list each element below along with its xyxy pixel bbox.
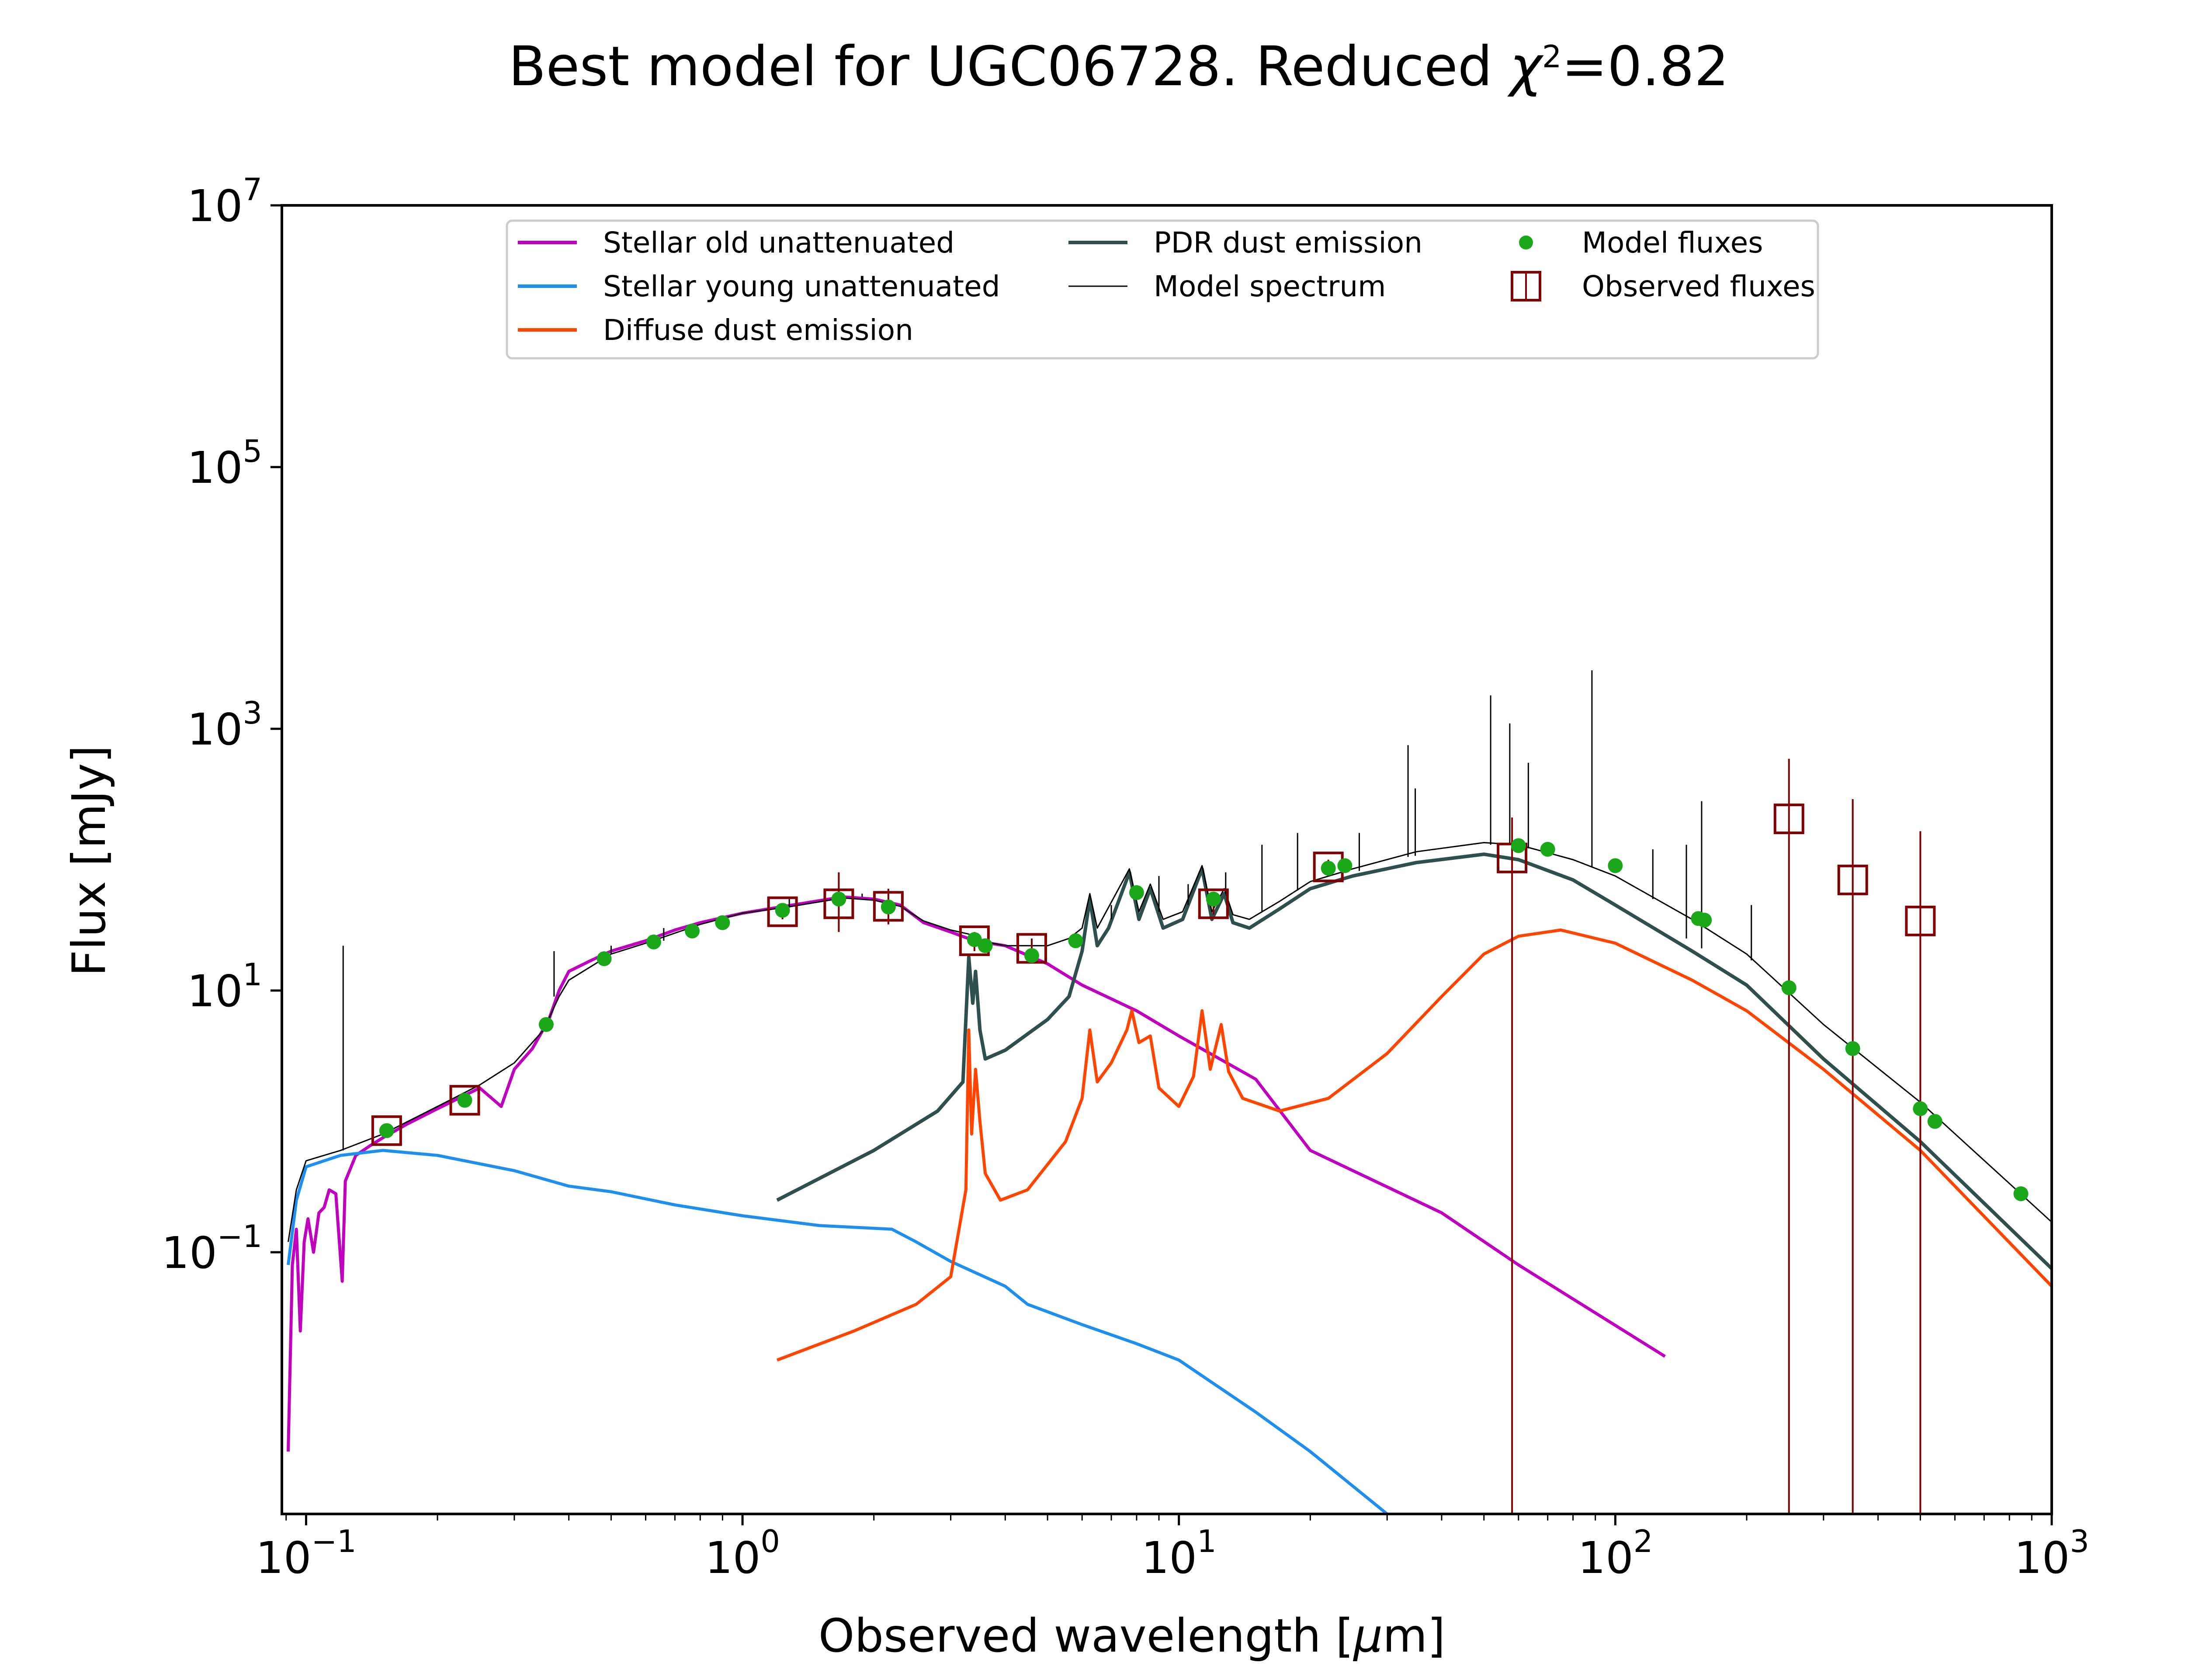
model-flux-point [1511,838,1526,853]
y-axis-label: Flux [mJy] [62,745,116,977]
legend-item: Observed fluxes [1511,270,1815,303]
legend-item: PDR dust emission [1068,226,1422,260]
observed-flux-marker [873,891,904,922]
observed-flux-marker [449,1085,480,1116]
model-flux-point [1206,891,1221,907]
series-line-stellar-young-unattenuated [287,1149,1388,1514]
x-tick-label: 10−1 [256,1524,356,1583]
legend-label: Observed fluxes [1582,270,1815,303]
model-flux-point [1927,1114,1942,1129]
model-flux-point [1845,1041,1860,1056]
y-tick-label: 103 [187,695,262,755]
y-tick-label: 10−1 [162,1219,262,1278]
model-flux-point [538,1017,554,1032]
model-flux-point [597,951,612,966]
legend-swatch [1519,236,1533,249]
legend-item: Stellar old unattenuated [518,226,954,260]
model-flux-point [1321,861,1336,876]
legend-item: Stellar young unattenuated [518,270,1000,303]
model-flux-point [831,891,846,907]
plot-frame [281,204,2053,1515]
model-flux-point [1913,1101,1928,1116]
x-tick-label: 102 [1578,1524,1653,1583]
y-tick-label: 107 [187,172,262,232]
series-line-diffuse-dust-emission [776,928,2052,1362]
series-line-pdr-dust-emission [776,852,2052,1270]
observed-flux-marker [767,896,798,927]
model-flux-point [2013,1186,2029,1202]
model-flux-point [1337,858,1353,873]
observed-flux-marker [1837,864,1868,895]
model-flux-point [1129,885,1144,900]
model-flux-point [967,932,982,947]
model-flux-point [1697,912,1712,928]
model-flux-point [646,934,661,949]
legend-label: Stellar old unattenuated [603,226,954,260]
legend-box [506,219,1819,360]
plot-area [287,670,2052,1514]
axes: 10−1 100 101 102 103 10−1 101 103 105 107 [162,172,2089,1583]
legend-label: PDR dust emission [1154,226,1422,260]
observed-flux-marker [1198,888,1229,919]
model-flux-point [978,938,993,953]
observed-flux-marker [1905,905,1936,936]
model-flux-point [1608,858,1623,873]
legend: Stellar old unattenuated Stellar young un… [506,219,1819,360]
model-flux-point [1781,980,1797,995]
observed-flux-marker [823,888,854,919]
legend-label: Model spectrum [1154,270,1386,303]
model-flux-point [881,899,896,914]
model-flux-point [457,1093,472,1108]
model-flux-point [715,915,730,930]
legend-label: Diffuse dust emission [603,313,913,347]
legend-label: Stellar young unattenuated [603,270,1000,303]
series-line-stellar-old-unattenuated [287,895,1666,1452]
x-tick-label: 103 [2014,1524,2089,1583]
model-flux-point [1540,842,1555,857]
chart-title: Best model for UGC06728. Reduced χ2=0.82 [509,35,1729,98]
model-flux-point [379,1123,394,1138]
model-flux-point [1068,933,1083,949]
y-tick-label: 105 [187,433,262,493]
y-tick-label: 101 [187,957,262,1017]
legend-item: Diffuse dust emission [518,313,913,347]
x-axis-label: Observed wavelength [μm] [819,1609,1446,1663]
model-flux-point [1024,948,1039,963]
model-flux-point [685,923,700,939]
legend-label: Model fluxes [1582,226,1763,260]
legend-item: Model fluxes [1519,226,1763,260]
x-tick-label: 100 [705,1524,780,1583]
model-flux-point [775,903,790,918]
legend-item: Model spectrum [1068,270,1386,303]
x-tick-label: 101 [1141,1524,1217,1583]
observed-flux-marker [371,1115,402,1146]
series-line-model-spectrum [288,842,2052,1242]
observed-flux-marker [1773,804,1804,835]
